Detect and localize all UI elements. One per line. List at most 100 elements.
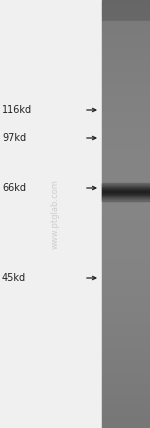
Bar <box>102 257 150 259</box>
Bar <box>102 407 150 409</box>
Bar <box>102 83 150 86</box>
Bar <box>102 0 150 2</box>
Bar <box>102 306 150 308</box>
Bar <box>102 199 150 201</box>
Bar <box>102 225 150 227</box>
Bar <box>102 321 150 323</box>
Bar <box>102 131 150 133</box>
Bar <box>102 332 150 334</box>
Bar <box>102 41 150 43</box>
Bar <box>102 45 150 47</box>
Bar <box>102 167 150 169</box>
Bar <box>102 377 150 379</box>
Bar <box>102 233 150 235</box>
Bar <box>102 4 150 6</box>
Bar <box>102 199 150 200</box>
Bar <box>102 411 150 413</box>
Bar <box>102 190 150 191</box>
Bar <box>102 34 150 36</box>
Bar <box>102 39 150 41</box>
Bar <box>102 133 150 135</box>
Bar <box>102 96 150 98</box>
Bar <box>102 323 150 325</box>
Bar <box>102 293 150 295</box>
Bar <box>102 141 150 143</box>
Bar <box>102 32 150 34</box>
Bar <box>102 188 150 189</box>
Bar <box>102 200 150 201</box>
Bar <box>102 268 150 270</box>
Bar <box>102 54 150 56</box>
Bar <box>102 56 150 58</box>
Bar <box>102 404 150 407</box>
Bar <box>102 319 150 321</box>
Bar <box>102 325 150 327</box>
Bar <box>102 349 150 351</box>
Bar <box>102 253 150 255</box>
Bar <box>102 185 150 186</box>
Bar <box>102 372 150 374</box>
Bar <box>102 152 150 154</box>
Bar <box>102 81 150 83</box>
Bar <box>102 330 150 332</box>
Bar <box>102 194 150 195</box>
Bar <box>102 409 150 411</box>
Bar <box>102 312 150 315</box>
Bar <box>102 381 150 383</box>
Bar <box>102 111 150 113</box>
Bar <box>102 366 150 368</box>
Bar <box>102 192 150 193</box>
Bar <box>102 103 150 105</box>
Bar <box>102 208 150 210</box>
Bar <box>102 124 150 126</box>
Bar <box>102 304 150 306</box>
Bar <box>102 118 150 120</box>
Bar <box>102 385 150 387</box>
Bar <box>102 255 150 257</box>
Bar <box>102 71 150 73</box>
Bar <box>102 287 150 289</box>
Bar <box>102 297 150 300</box>
Bar <box>102 68 150 71</box>
Bar <box>102 415 150 417</box>
Bar <box>102 148 150 150</box>
Bar <box>102 75 150 77</box>
Bar <box>102 246 150 248</box>
Bar <box>102 368 150 370</box>
Text: 97kd: 97kd <box>2 133 26 143</box>
Bar <box>102 189 150 190</box>
Bar <box>102 413 150 415</box>
Bar <box>102 6 150 9</box>
Bar <box>102 51 150 54</box>
Bar <box>102 120 150 122</box>
Bar <box>102 143 150 146</box>
Bar <box>102 2 150 4</box>
Bar <box>102 191 150 192</box>
Bar <box>102 105 150 107</box>
Bar <box>102 272 150 274</box>
Bar <box>102 184 150 186</box>
Bar <box>102 310 150 312</box>
Bar <box>102 270 150 272</box>
Bar <box>102 175 150 178</box>
Bar <box>102 94 150 96</box>
Bar <box>102 315 150 317</box>
Bar <box>102 214 150 216</box>
Bar <box>102 171 150 173</box>
Bar <box>102 197 150 199</box>
Bar <box>102 263 150 265</box>
Bar <box>102 360 150 362</box>
Bar <box>102 198 150 199</box>
Bar <box>102 357 150 360</box>
Bar <box>102 43 150 45</box>
Bar <box>102 184 150 185</box>
Bar <box>102 13 150 15</box>
Bar <box>102 186 150 187</box>
Bar <box>102 193 150 195</box>
Bar <box>102 158 150 160</box>
Bar <box>102 282 150 285</box>
Bar <box>102 235 150 238</box>
Bar <box>102 116 150 118</box>
Bar <box>102 389 150 392</box>
Bar <box>102 163 150 165</box>
